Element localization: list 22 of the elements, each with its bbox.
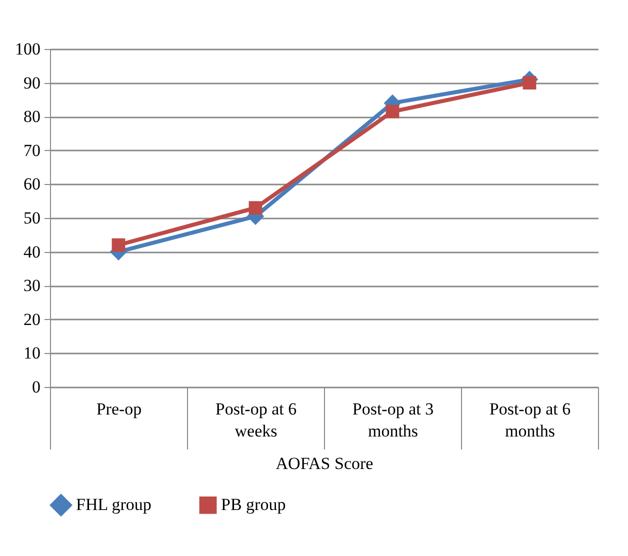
y-tick-label: 70 — [24, 140, 40, 160]
point — [248, 201, 262, 215]
y-tick-label: 10 — [24, 344, 40, 363]
x-tick-label: Post-op at 6 months — [489, 400, 571, 440]
point — [386, 104, 400, 118]
y-tick-label: 30 — [24, 276, 40, 296]
y-tick-label: 80 — [24, 107, 40, 126]
y-tick-label: 20 — [24, 310, 40, 329]
x-tick-label: Post-op at 6 weeks — [215, 400, 297, 440]
point — [112, 238, 126, 252]
y-tick-label: 50 — [24, 208, 40, 228]
y-tick-label: 60 — [24, 174, 40, 194]
y-tick-label: 0 — [32, 378, 40, 396]
point — [522, 76, 536, 90]
legend-label: FHL group — [76, 495, 152, 514]
y-tick-label: 40 — [24, 242, 40, 262]
y-tick-label: 90 — [24, 73, 40, 92]
x-tick-label: Pre-op — [96, 400, 142, 418]
legend-label: PB group — [221, 495, 286, 514]
y-tick-label: 100 — [15, 40, 40, 58]
x-tick-label: Post-op at 3 months — [352, 400, 434, 440]
x-axis-title: AOFAS Score — [276, 454, 374, 473]
